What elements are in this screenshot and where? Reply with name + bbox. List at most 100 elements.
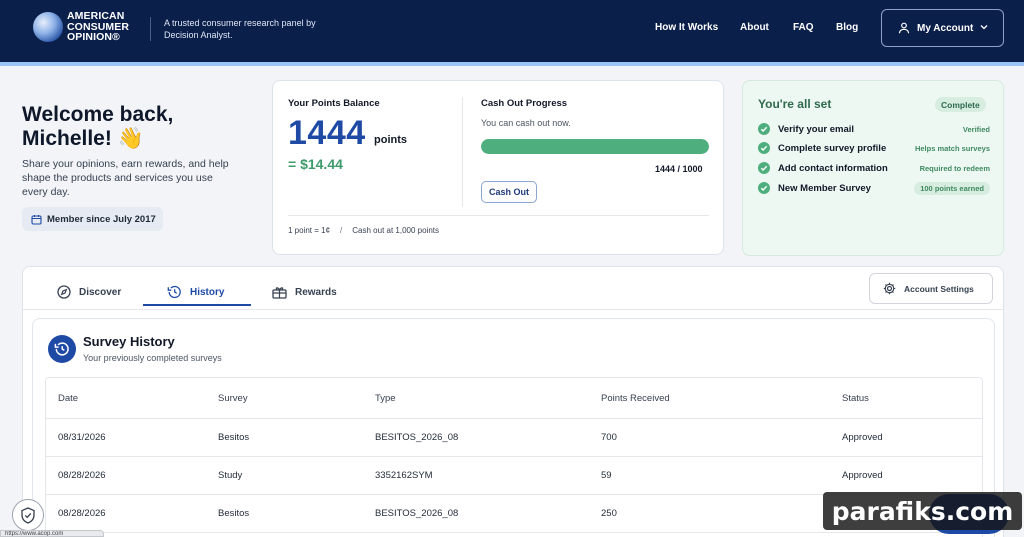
gear-icon <box>883 282 896 295</box>
tabs-divider <box>23 309 1003 310</box>
column-header-date[interactable]: Date <box>58 392 79 404</box>
survey-history-subtitle: Your previously completed surveys <box>83 353 222 363</box>
site-logo[interactable]: AMERICAN CONSUMER OPINION® <box>33 11 129 43</box>
welcome-line: Michelle! 👋 <box>22 127 144 150</box>
cashout-minimum: Cash out at 1,000 points <box>352 226 440 235</box>
globe-logo-icon <box>33 11 63 42</box>
column-header-type[interactable]: Type <box>375 392 396 404</box>
calendar-icon <box>31 214 42 225</box>
cell-date: 08/31/2026 <box>58 432 106 443</box>
shield-check-icon <box>21 506 35 524</box>
points-dollar-value: = $14.44 <box>288 156 343 172</box>
tagline-line: Decision Analyst. <box>164 30 233 40</box>
cashout-status-text: You can cash out now. <box>481 118 571 128</box>
points-footnote: 1 point = 1¢ / Cash out at 1,000 points <box>288 226 439 235</box>
cell-survey: Study <box>218 470 243 481</box>
cell-status: Approved <box>842 432 883 443</box>
tab-discover[interactable]: Discover <box>57 279 121 305</box>
logo-line: AMERICAN <box>67 10 125 22</box>
card-divider <box>462 97 463 207</box>
welcome-line: Welcome back, <box>22 103 174 126</box>
cell-type: BESITOS_2026_08 <box>375 432 459 443</box>
complete-badge: Complete <box>935 97 986 112</box>
checklist-item[interactable]: Verify your email Verified <box>758 122 990 136</box>
tab-label: Rewards <box>295 286 337 298</box>
cell-survey: Besitos <box>218 508 250 519</box>
watermark-overlay: parafiks.com <box>823 492 1022 530</box>
welcome-heading: Welcome back, Michelle! 👋 <box>22 103 173 151</box>
checklist-item[interactable]: Complete survey profile Helps match surv… <box>758 141 990 155</box>
site-header: AMERICAN CONSUMER OPINION® A trusted con… <box>0 0 1024 62</box>
tagline-line: A trusted consumer research panel by <box>164 18 316 28</box>
checklist-item[interactable]: New Member Survey 100 points earned <box>758 181 990 195</box>
nav-about[interactable]: About <box>740 22 769 33</box>
cell-date: 08/28/2026 <box>58 470 106 481</box>
header-divider <box>150 17 151 41</box>
tab-rewards[interactable]: Rewards <box>272 279 337 305</box>
cell-date: 08/28/2026 <box>58 508 106 519</box>
logo-text: AMERICAN CONSUMER OPINION® <box>67 11 129 43</box>
logo-line: CONSUMER <box>67 20 130 33</box>
onboarding-checklist-card: You're all set Complete Verify your emai… <box>742 80 1004 256</box>
tab-label: History <box>190 286 225 298</box>
card-separator <box>288 215 709 216</box>
chevron-down-icon <box>980 25 988 30</box>
column-header-status[interactable]: Status <box>842 392 869 404</box>
tab-label: Discover <box>79 286 122 298</box>
cell-survey: Besitos <box>218 432 250 443</box>
checklist-item-note: Required to redeem <box>919 163 990 173</box>
cashout-progress-count: 1444 / 1000 <box>655 164 703 174</box>
checklist-item-note: Verified <box>962 124 990 134</box>
member-since-text: Member since July 2017 <box>47 213 156 225</box>
user-icon <box>898 22 910 34</box>
my-account-button[interactable]: My Account <box>881 9 1004 47</box>
checklist-title: You're all set <box>758 97 832 111</box>
checklist-item-label: New Member Survey <box>778 182 871 194</box>
nav-faq[interactable]: FAQ <box>793 22 814 33</box>
column-header-survey[interactable]: Survey <box>218 392 248 404</box>
nav-blog[interactable]: Blog <box>836 22 859 33</box>
my-account-label: My Account <box>917 22 974 34</box>
history-icon <box>48 335 76 363</box>
points-balance-value: 1444 <box>288 114 366 152</box>
table-row: 08/28/2026 Besitos BESITOS_2026_08 250 <box>46 495 982 533</box>
checklist-item[interactable]: Add contact information Required to rede… <box>758 161 990 175</box>
nav-how-it-works[interactable]: How It Works <box>655 22 719 33</box>
privacy-shield-button[interactable] <box>12 499 44 531</box>
account-settings-label: Account Settings <box>904 283 974 294</box>
gift-icon <box>272 286 287 299</box>
points-rate: 1 point = 1¢ <box>288 226 331 235</box>
cell-points: 250 <box>601 508 617 519</box>
check-circle-icon <box>758 162 770 174</box>
cashout-progress-bar <box>481 139 709 154</box>
logo-line: OPINION® <box>67 31 120 43</box>
checklist-item-note: Helps match surveys <box>914 143 990 153</box>
cell-type: 3352162SYM <box>375 470 433 481</box>
column-header-points[interactable]: Points Received <box>601 392 670 404</box>
active-tab-indicator <box>143 304 251 306</box>
check-circle-icon <box>758 123 770 135</box>
cell-type: BESITOS_2026_08 <box>375 508 459 519</box>
compass-icon <box>57 285 71 299</box>
survey-history-title: Survey History <box>83 334 175 349</box>
cell-points: 700 <box>601 432 617 443</box>
survey-history-table: Date Survey Type Points Received Status … <box>45 377 983 537</box>
cashout-progress-label: Cash Out Progress <box>481 98 568 109</box>
account-settings-button[interactable]: Account Settings <box>869 273 993 304</box>
checklist-item-label: Verify your email <box>778 123 855 135</box>
member-since-badge: Member since July 2017 <box>22 207 163 231</box>
checklist-item-label: Add contact information <box>778 162 888 174</box>
cashout-progress-fill <box>481 139 709 154</box>
table-header-row: Date Survey Type Points Received Status <box>46 378 982 419</box>
tagline: A trusted consumer research panel by Dec… <box>164 17 316 41</box>
table-row: 08/28/2026 Study 3352162SYM 59 Approved <box>46 457 982 495</box>
table-row: 08/31/2026 Besitos BESITOS_2026_08 700 A… <box>46 419 982 457</box>
tab-history[interactable]: History <box>167 279 224 305</box>
check-circle-icon <box>758 142 770 154</box>
cash-out-button[interactable]: Cash Out <box>481 181 537 203</box>
cell-points: 59 <box>601 470 612 481</box>
cell-status: Approved <box>842 470 883 481</box>
points-balance-card: Your Points Balance 1444 points = $14.44… <box>272 80 724 255</box>
status-bar-url: https://www.acop.com <box>0 530 104 537</box>
welcome-subtitle: Share your opinions, earn rewards, and h… <box>22 158 229 198</box>
